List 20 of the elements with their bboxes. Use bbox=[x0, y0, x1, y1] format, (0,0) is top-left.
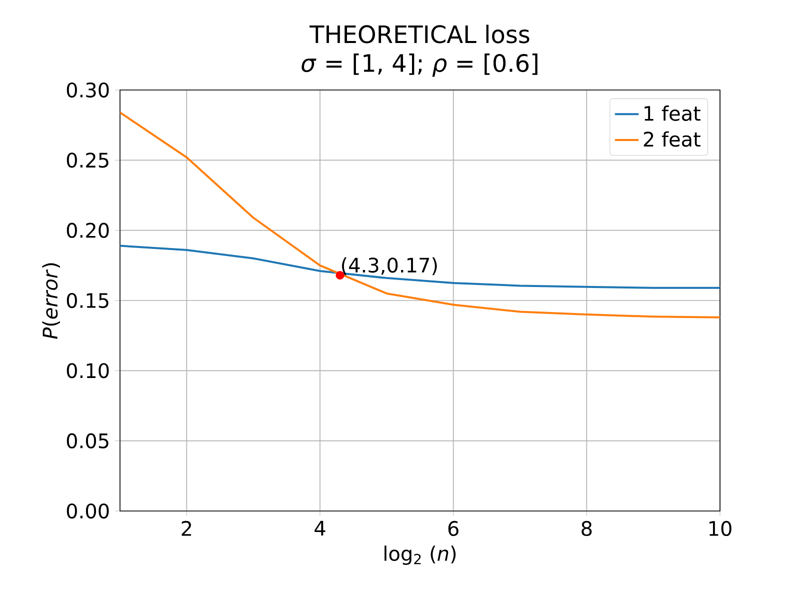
y-tick-label: 0.25 bbox=[66, 152, 108, 168]
y-axis-title: P(error) bbox=[42, 263, 60, 339]
x-axis-title: log$_{2}$ (n) bbox=[384, 546, 456, 565]
y-tick-label: 0.00 bbox=[66, 503, 109, 519]
legend-label: 2 feat bbox=[644, 131, 700, 147]
chart-subtitle: σ = [1, 4]; ρ = [0.6] bbox=[302, 54, 538, 77]
y-tick-label: 0.30 bbox=[66, 82, 109, 98]
y-tick-label: 0.20 bbox=[66, 222, 109, 238]
annotation: (4.3,0.17) bbox=[342, 257, 437, 276]
x-tick-label: 6 bbox=[448, 520, 458, 536]
x-tick-label: 10 bbox=[709, 520, 732, 536]
x-tick-label: 2 bbox=[182, 520, 192, 536]
y-tick-label: 0.10 bbox=[66, 363, 109, 378]
x-tick-label: 8 bbox=[582, 520, 592, 536]
chart-title: THEORETICAL loss bbox=[309, 24, 530, 44]
y-tick-label: 0.05 bbox=[66, 433, 108, 448]
y-tick-label: 0.15 bbox=[66, 292, 108, 308]
legend-label: 1 feat bbox=[644, 105, 700, 121]
line-series bbox=[120, 244, 720, 289]
x-tick-label: 4 bbox=[314, 520, 326, 536]
